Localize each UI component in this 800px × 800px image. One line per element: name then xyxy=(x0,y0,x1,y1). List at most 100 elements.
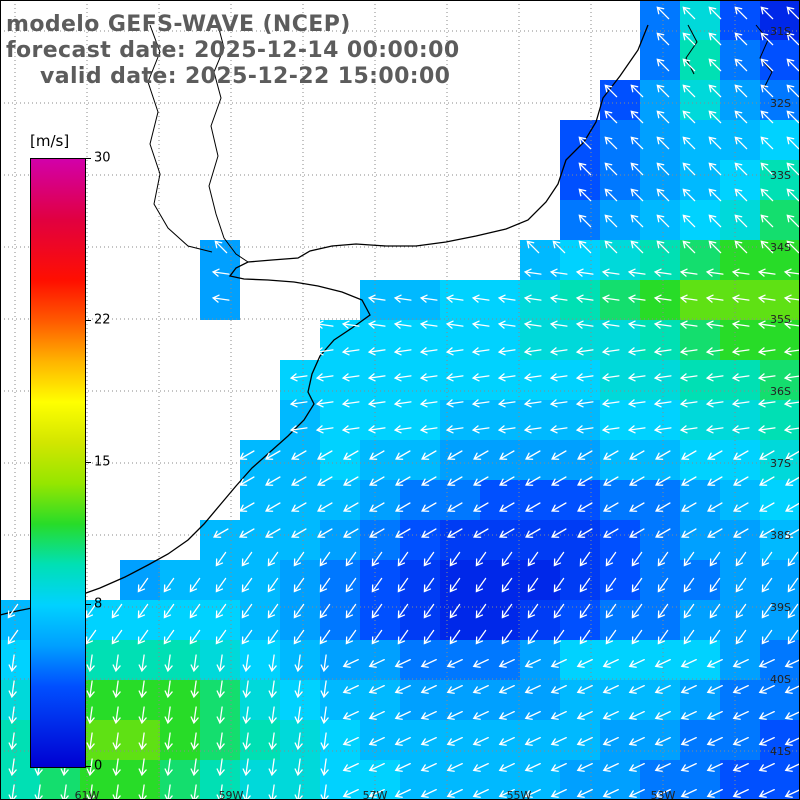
wind-arrow xyxy=(342,736,359,746)
wind-arrow xyxy=(708,188,722,202)
wave-cell xyxy=(440,400,480,440)
wind-arrow xyxy=(709,551,721,567)
wave-cell xyxy=(280,520,320,560)
wind-arrow xyxy=(760,58,774,72)
wave-cell xyxy=(480,320,520,360)
wind-arrow xyxy=(341,425,360,434)
wind-arrow xyxy=(551,502,567,512)
wind-arrow xyxy=(656,32,670,46)
wind-arrow xyxy=(112,654,121,673)
wave-cell xyxy=(440,560,480,600)
wind-arrow xyxy=(708,240,722,254)
wind-arrow xyxy=(705,268,724,277)
wave-cell xyxy=(600,560,640,600)
wind-arrow xyxy=(629,528,645,538)
wind-arrow xyxy=(112,732,121,751)
wind-arrow xyxy=(294,758,303,777)
wind-arrow xyxy=(731,373,750,382)
wind-arrow xyxy=(758,762,775,772)
colorbar-tick xyxy=(85,158,91,159)
wind-arrow xyxy=(579,551,591,567)
wind-arrow xyxy=(265,502,281,512)
wind-arrow xyxy=(190,680,199,699)
wind-arrow xyxy=(601,347,620,356)
wind-arrow xyxy=(682,32,696,46)
wind-arrow xyxy=(732,684,749,694)
wind-arrow xyxy=(680,684,697,694)
wave-cell xyxy=(720,120,760,160)
wind-arrow xyxy=(602,736,619,746)
wind-arrow xyxy=(705,347,724,356)
wave-cell xyxy=(720,0,760,40)
wave-cell xyxy=(720,680,760,720)
wind-arrow xyxy=(163,577,175,593)
wind-arrow xyxy=(317,528,333,538)
wind-arrow xyxy=(604,214,618,228)
wind-arrow xyxy=(680,736,697,746)
wind-arrow xyxy=(631,551,643,567)
wave-cell xyxy=(520,360,560,400)
wind-arrow xyxy=(501,577,513,593)
wave-cell xyxy=(680,640,720,680)
wind-arrow xyxy=(446,762,463,772)
wind-arrow xyxy=(190,654,199,673)
wind-arrow xyxy=(602,762,619,772)
wind-arrow xyxy=(447,502,463,512)
wave-cell xyxy=(400,480,440,520)
wind-arrow xyxy=(499,450,515,460)
wind-arrow xyxy=(289,425,308,434)
wind-arrow xyxy=(706,658,723,668)
wind-arrow xyxy=(628,788,645,798)
wind-arrow xyxy=(551,450,567,460)
wind-arrow xyxy=(734,84,748,98)
wave-cell xyxy=(400,760,440,800)
wind-arrow xyxy=(85,629,97,645)
wave-cell xyxy=(640,240,680,280)
wind-arrow xyxy=(317,476,333,486)
wind-arrow xyxy=(294,784,303,800)
wind-arrow xyxy=(319,603,331,619)
wave-cell xyxy=(760,0,800,40)
wind-arrow xyxy=(708,110,722,124)
wind-arrow xyxy=(679,399,698,408)
wind-arrow xyxy=(654,736,671,746)
wind-arrow xyxy=(657,603,669,619)
wind-arrow xyxy=(550,710,567,720)
wind-arrow xyxy=(653,347,672,356)
wind-arrow xyxy=(786,188,800,202)
wind-arrow xyxy=(604,84,618,98)
wind-arrow xyxy=(603,528,619,538)
wind-arrow xyxy=(629,502,645,512)
wind-arrow xyxy=(579,603,591,619)
wave-cell xyxy=(680,320,720,360)
wind-arrow xyxy=(342,788,359,798)
wave-cell xyxy=(120,720,160,760)
wind-arrow xyxy=(576,710,593,720)
wind-arrow xyxy=(683,551,695,567)
wind-arrow xyxy=(655,502,671,512)
wind-arrow xyxy=(578,214,592,228)
wind-arrow xyxy=(265,476,281,486)
lon-label: 55W xyxy=(507,789,532,800)
wind-arrow xyxy=(471,399,490,408)
wind-arrow xyxy=(576,762,593,772)
wind-arrow xyxy=(681,502,697,512)
wind-arrow xyxy=(627,373,646,382)
wind-arrow xyxy=(268,758,277,777)
wind-arrow xyxy=(395,476,411,486)
lat-label: 39S xyxy=(770,601,791,614)
wind-arrow xyxy=(784,658,800,668)
wind-arrow xyxy=(679,425,698,434)
wind-arrow xyxy=(523,425,542,434)
wind-arrow xyxy=(630,110,644,124)
wind-arrow xyxy=(320,784,329,800)
wind-arrow xyxy=(34,784,43,800)
wind-arrow xyxy=(682,6,696,20)
wind-arrow xyxy=(343,450,359,460)
wave-cell xyxy=(280,480,320,520)
wind-arrow xyxy=(527,603,539,619)
wind-arrow xyxy=(784,762,800,772)
wind-arrow xyxy=(445,425,464,434)
wave-cell xyxy=(560,480,600,520)
wind-arrow xyxy=(735,551,747,567)
